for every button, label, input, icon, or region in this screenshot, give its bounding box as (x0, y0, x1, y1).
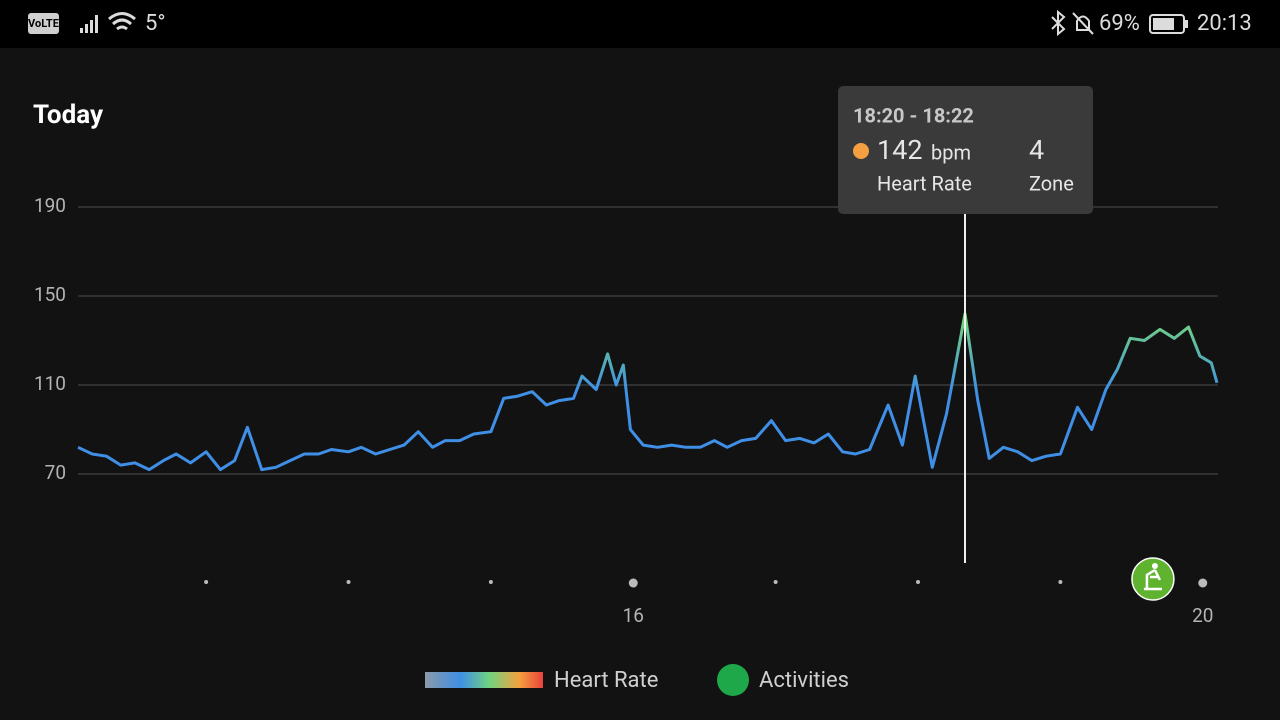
tooltip-zone: 4 (1029, 134, 1044, 166)
activity-marker (1131, 557, 1175, 601)
x-tick-dot (1058, 580, 1063, 584)
activity-icon (1143, 568, 1162, 591)
x-tick-dot (204, 580, 209, 584)
mute-icon (1072, 12, 1094, 35)
tooltip-time: 18:20 - 18:22 (853, 103, 974, 127)
x-tick-dot (773, 580, 778, 584)
signal-icon (80, 15, 98, 33)
y-tick-label: 70 (45, 461, 66, 484)
tooltip-label: Heart Rate (877, 171, 972, 195)
x-tick-dot (346, 580, 351, 584)
volte-badge (28, 13, 59, 34)
activity-icon (1151, 563, 1158, 569)
x-tick-dot (488, 580, 493, 584)
tooltip: 18:20 - 18:22 142 bpm Heart Rate 4 Zone (838, 86, 1093, 214)
x-tick-dot (1198, 578, 1208, 588)
legend-swatch (425, 672, 543, 688)
x-tick-dot (916, 580, 921, 584)
tooltip-box (838, 86, 1093, 214)
y-tick-label: 110 (34, 372, 66, 395)
legend-swatch (717, 664, 749, 696)
legend-label: Activities (759, 668, 849, 693)
status-bar (0, 0, 1280, 48)
tooltip-unit: bpm (931, 140, 971, 164)
wifi-icon (108, 12, 136, 31)
network: VoLTE (28, 17, 59, 30)
battery-icon (1149, 14, 1185, 34)
battery-tip (1185, 20, 1188, 28)
y-tick-label: 150 (34, 283, 66, 306)
legend-label: Heart Rate (554, 668, 658, 693)
chart-title: Today (33, 100, 104, 130)
temperature: 5° (145, 11, 166, 36)
tooltip-value: 142 (877, 134, 923, 166)
battery-fill (1153, 18, 1174, 30)
plot: 70 110 150 190 16 20 (34, 194, 1219, 627)
bluetooth-icon (1051, 9, 1066, 37)
tooltip-zone-label: Zone (1029, 171, 1074, 195)
heart-rate-line (77, 312, 1219, 472)
battery: 69% (1099, 11, 1140, 36)
x-tick-label: 16 (623, 604, 644, 627)
tooltip-dot (853, 143, 869, 159)
y-tick-label: 190 (34, 194, 66, 217)
x-tick-label: 20 (1192, 604, 1213, 627)
x-tick-dot (628, 578, 638, 588)
clock: 20:13 (1197, 11, 1252, 36)
